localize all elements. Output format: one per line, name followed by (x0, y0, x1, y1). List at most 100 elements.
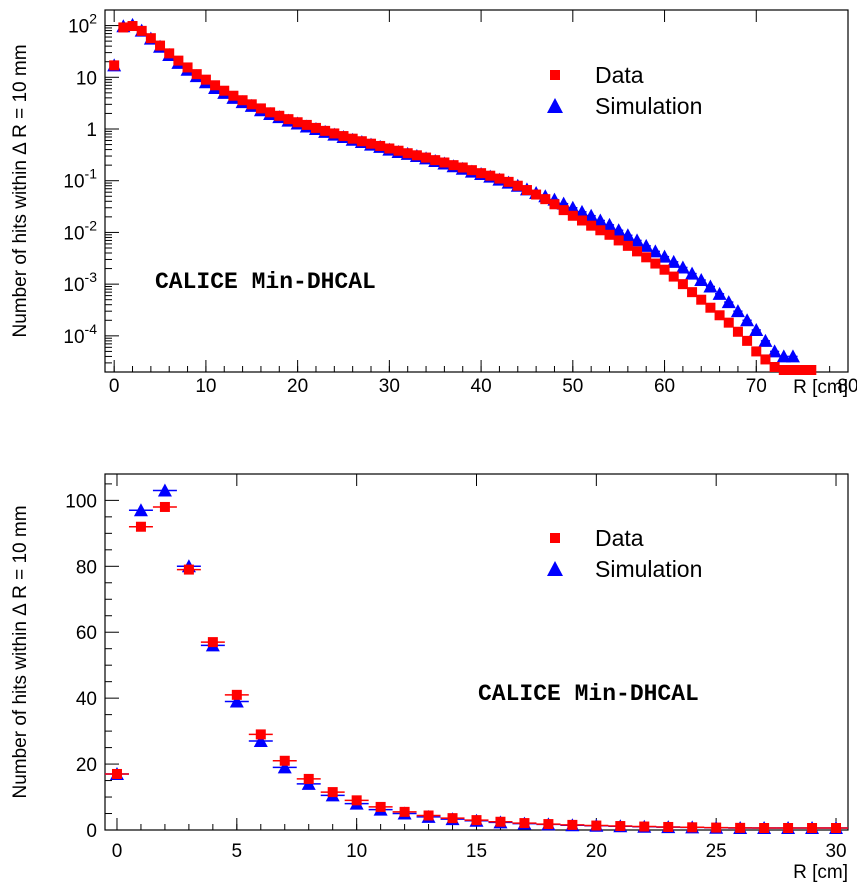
x-tick-label: 15 (466, 841, 487, 862)
y-tick-label: 0 (86, 821, 97, 842)
x-tick-label: 60 (654, 376, 675, 397)
data-point (663, 821, 674, 832)
data-point (338, 131, 349, 142)
data-point (159, 501, 170, 512)
legend: Data Simulation (547, 525, 702, 582)
data-point (155, 40, 166, 51)
data-point (751, 346, 762, 357)
simulation-point (685, 266, 700, 280)
chart-panel-linear: 0 5 10 15 20 25 30 0 20 40 60 80 100 R [cm] Number of … (10, 473, 849, 883)
simulation-point (758, 333, 773, 347)
y-tick-exponent: -1 (85, 166, 98, 182)
y-tick-base: 10 (63, 172, 84, 193)
data-point (567, 210, 578, 221)
data-point (485, 170, 496, 181)
data-point (604, 229, 615, 240)
data-point (705, 302, 716, 313)
y-axis-title: Number of hits within Δ R = 10 mm (10, 44, 31, 337)
x-tick-label: 40 (471, 376, 492, 397)
data-point (351, 795, 362, 806)
x-tick-label: 0 (109, 376, 120, 397)
y-tick-label: 10-4 (63, 321, 97, 348)
simulation-point (776, 349, 791, 363)
series-data (105, 501, 848, 833)
data-point (164, 48, 175, 59)
series-simulation (107, 17, 800, 363)
simulation-point (721, 295, 736, 309)
y-tick-exponent: -3 (85, 269, 98, 285)
data-point (310, 122, 321, 133)
data-point (714, 310, 725, 321)
x-axis-title: R [cm] (793, 377, 848, 398)
data-point (228, 90, 239, 101)
data-point (303, 773, 314, 784)
simulation-point (602, 217, 617, 231)
calice-label: CALICE Min-DHCAL (155, 269, 376, 295)
data-point (111, 768, 122, 779)
data-point (292, 117, 303, 128)
data-point (118, 22, 129, 33)
x-axis-ticks: 0 10 20 30 40 50 60 70 80 (109, 10, 857, 397)
data-point (711, 822, 722, 833)
x-tick-label: 0 (112, 841, 123, 862)
data-point (641, 252, 652, 263)
series-simulation (105, 483, 848, 834)
data-point (136, 25, 147, 36)
legend-label: Data (595, 525, 644, 551)
x-axis-ticks: 0 5 10 15 20 25 30 (112, 474, 847, 862)
simulation-point (749, 322, 764, 336)
data-point (183, 564, 194, 575)
data-point (742, 335, 753, 346)
simulation-point (666, 254, 681, 268)
data-point (540, 194, 551, 205)
data-point (558, 205, 569, 216)
data-point (384, 143, 395, 154)
data-point (591, 820, 602, 831)
plot-frame (104, 9, 849, 373)
data-point (586, 220, 597, 231)
data-point (797, 365, 808, 375)
data-point (723, 317, 734, 328)
data-point (421, 152, 432, 163)
data-point (423, 810, 434, 821)
legend-label: Data (595, 62, 644, 88)
data-point (109, 60, 120, 71)
y-tick-base: 10 (76, 68, 97, 89)
data-point (439, 157, 450, 168)
simulation-point (229, 694, 244, 708)
data-point (783, 823, 794, 833)
data-point (696, 294, 707, 305)
data-point (375, 140, 386, 151)
y-tick-label: 10-3 (63, 269, 97, 296)
data-point (503, 176, 514, 187)
data-point (466, 165, 477, 176)
data-point (687, 287, 698, 298)
data-point (632, 246, 643, 257)
data-point (595, 225, 606, 236)
data-point (735, 822, 746, 833)
data-point (760, 354, 771, 365)
data-point (806, 365, 817, 375)
legend: Data Simulation (547, 62, 702, 119)
data-point (471, 815, 482, 826)
data-point (283, 114, 294, 125)
data-point (173, 55, 184, 66)
y-tick-label: 10 (76, 68, 97, 89)
simulation-point (620, 228, 635, 242)
x-tick-label: 5 (232, 841, 243, 862)
legend-marker-triangle (547, 561, 563, 576)
data-point (831, 823, 842, 833)
y-axis-title: Number of hits within Δ R = 10 mm (10, 505, 31, 798)
y-tick-exponent: -2 (85, 217, 98, 233)
data-point (494, 173, 505, 184)
data-point (274, 110, 285, 121)
data-point (543, 819, 554, 830)
y-tick-label: 10-2 (63, 217, 97, 244)
data-point (622, 240, 633, 251)
data-point (327, 787, 338, 798)
simulation-point (277, 760, 292, 774)
simulation-point (584, 208, 599, 222)
data-point (219, 85, 230, 96)
data-point (687, 822, 698, 833)
y-tick-label: 80 (76, 557, 97, 578)
